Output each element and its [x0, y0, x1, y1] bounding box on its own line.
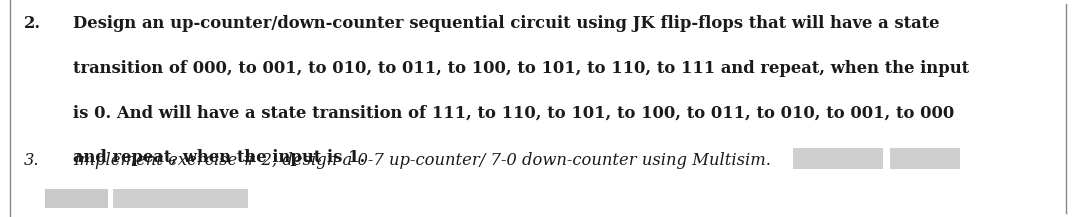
Text: and repeat, when the input is 1.: and repeat, when the input is 1. [73, 149, 366, 166]
Text: transition of 000, to 001, to 010, to 011, to 100, to 101, to 110, to 111 and re: transition of 000, to 001, to 010, to 01… [73, 60, 970, 77]
Bar [113, 189, 248, 208]
Text: 2.: 2. [24, 15, 41, 32]
Text: Design an up-counter/down-counter sequential circuit using JK flip-flops that wi: Design an up-counter/down-counter sequen… [73, 15, 940, 32]
Bar [793, 148, 883, 169]
Text: Implement exercise # 2, design a 0-7 up-counter/ 7-0 down-counter using Multisim: Implement exercise # 2, design a 0-7 up-… [73, 152, 771, 169]
Bar [45, 189, 108, 208]
Text: is 0. And will have a state transition of 111, to 110, to 101, to 100, to 011, t: is 0. And will have a state transition o… [73, 104, 955, 121]
Text: 3.: 3. [24, 152, 39, 169]
Bar [890, 148, 960, 169]
